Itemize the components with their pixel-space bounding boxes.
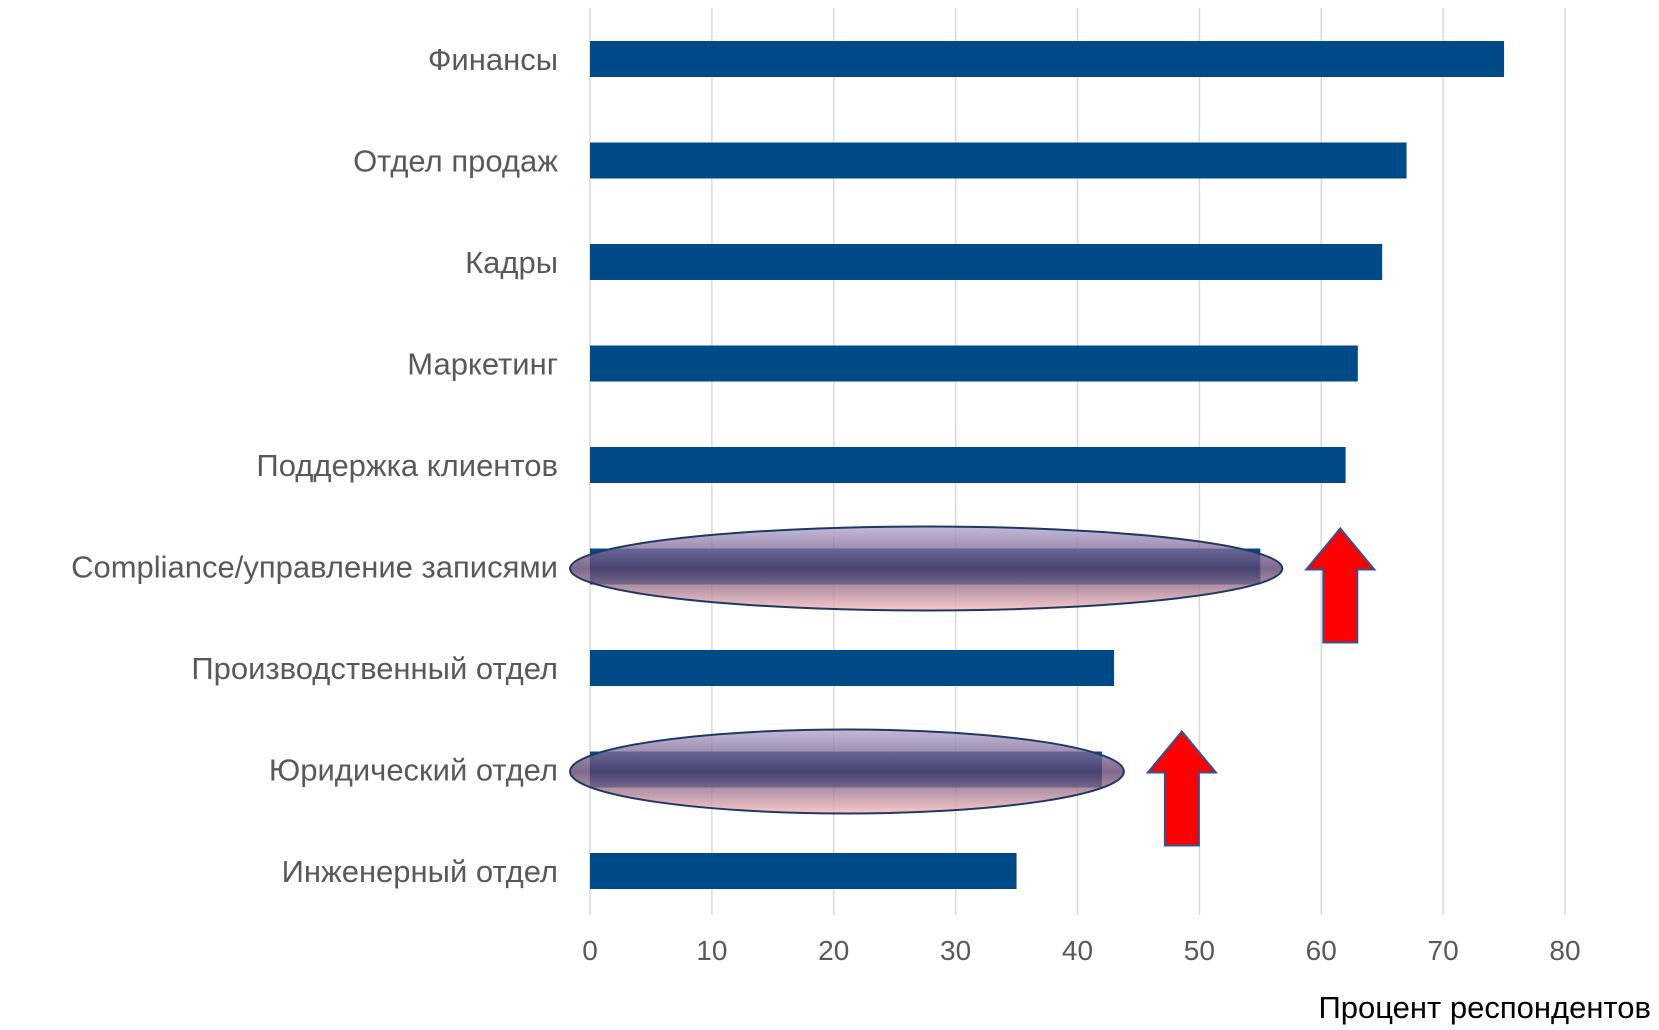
category-label: Отдел продаж bbox=[353, 144, 558, 179]
category-label: Юридический отдел bbox=[269, 753, 558, 788]
up-arrow-icon bbox=[1145, 729, 1219, 847]
x-tick-label: 50 bbox=[1184, 935, 1215, 966]
category-label: Поддержка клиентов bbox=[256, 448, 558, 483]
up-arrow-icon bbox=[1304, 526, 1377, 644]
highlight-ellipse bbox=[569, 728, 1125, 815]
x-tick-label: 80 bbox=[1549, 935, 1580, 966]
bar bbox=[590, 142, 1407, 179]
bar bbox=[590, 853, 1017, 889]
bar bbox=[590, 650, 1115, 686]
x-tick-label: 60 bbox=[1306, 935, 1337, 966]
x-axis-title: Процент респондентов bbox=[1319, 990, 1651, 1025]
category-label: Кадры bbox=[465, 245, 558, 280]
x-tick-label: 10 bbox=[696, 935, 727, 966]
x-tick-label: 0 bbox=[582, 935, 598, 966]
x-tick-label: 40 bbox=[1062, 935, 1093, 966]
category-label: Производственный отдел bbox=[191, 651, 558, 686]
x-tick-label: 20 bbox=[818, 935, 849, 966]
highlight-ellipse bbox=[569, 525, 1284, 612]
bar bbox=[590, 244, 1383, 280]
x-tick-label: 70 bbox=[1428, 935, 1459, 966]
bar bbox=[590, 345, 1358, 382]
bar bbox=[590, 41, 1505, 77]
category-label: Compliance/управление записями bbox=[71, 550, 558, 585]
category-label: Финансы bbox=[428, 42, 558, 77]
category-label: Инженерный отдел bbox=[282, 854, 558, 889]
bar bbox=[590, 447, 1346, 483]
x-tick-label: 30 bbox=[940, 935, 971, 966]
category-label: Маркетинг bbox=[407, 347, 558, 382]
